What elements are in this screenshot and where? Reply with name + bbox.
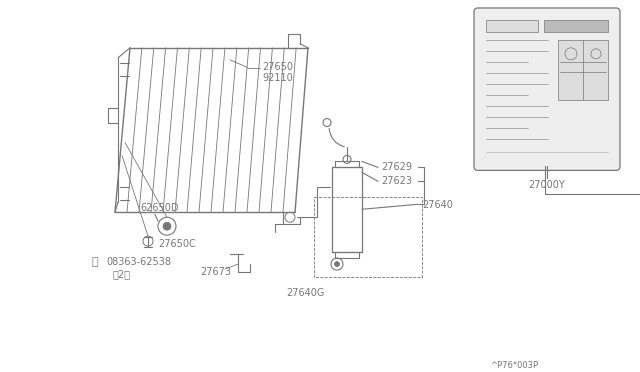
Bar xyxy=(486,20,538,32)
Text: 27000Y: 27000Y xyxy=(529,180,565,190)
Text: 27650: 27650 xyxy=(262,62,293,72)
Text: 92110: 92110 xyxy=(262,73,292,83)
Text: （2）: （2） xyxy=(113,269,131,279)
Bar xyxy=(558,40,608,100)
Text: 27623: 27623 xyxy=(381,176,412,186)
Text: Ⓢ: Ⓢ xyxy=(92,257,99,267)
Text: 27640: 27640 xyxy=(422,200,453,210)
Text: 62650D: 62650D xyxy=(140,203,179,213)
Text: 27629: 27629 xyxy=(381,163,412,173)
Circle shape xyxy=(335,262,339,267)
Text: 27650C: 27650C xyxy=(158,239,196,249)
Bar xyxy=(544,20,608,32)
Text: 08363-62538: 08363-62538 xyxy=(106,257,171,267)
Text: ^P76*003P: ^P76*003P xyxy=(490,361,538,370)
FancyBboxPatch shape xyxy=(474,8,620,170)
Text: 27673: 27673 xyxy=(200,267,231,277)
Text: 27640G: 27640G xyxy=(286,288,324,298)
Bar xyxy=(332,167,362,252)
Circle shape xyxy=(163,222,171,230)
